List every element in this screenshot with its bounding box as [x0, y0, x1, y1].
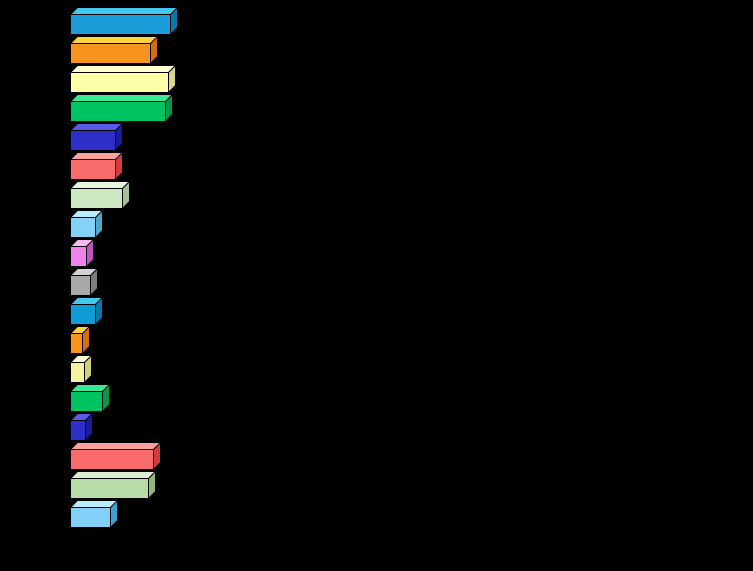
bar-side-face [168, 65, 177, 94]
bar-front-face [70, 217, 96, 238]
bar-side-face [115, 152, 124, 181]
bar-front-face [70, 130, 116, 151]
bar-side-face [165, 94, 174, 123]
bar-front-face [70, 333, 83, 354]
bar-side-face [82, 326, 91, 355]
bar-front-face [70, 420, 86, 441]
bar-side-face [110, 500, 119, 529]
bar-side-face [150, 36, 159, 65]
bar-front-face [70, 72, 169, 93]
bar-front-face [70, 101, 166, 122]
bar-side-face [90, 268, 99, 297]
bar-front-face [70, 304, 96, 325]
bar-front-face [70, 478, 149, 499]
bar-side-face [170, 7, 179, 36]
bar-side-face [148, 471, 157, 500]
bar-front-face [70, 275, 91, 296]
bar-side-face [84, 355, 93, 384]
bar-front-face [70, 159, 116, 180]
bar-front-face [70, 246, 87, 267]
bar-side-face [95, 297, 104, 326]
bar-side-face [115, 123, 124, 152]
bar-front-face [70, 43, 151, 64]
bar-side-face [153, 442, 162, 471]
bar-front-face [70, 362, 85, 383]
bar-side-face [102, 384, 111, 413]
bar-side-face [86, 239, 95, 268]
bar-front-face [70, 188, 123, 209]
bar-side-face [122, 181, 131, 210]
bar-side-face [95, 210, 104, 239]
bar-front-face [70, 391, 103, 412]
bar-front-face [70, 449, 154, 470]
bar-front-face [70, 14, 171, 35]
bar-front-face [70, 507, 111, 528]
bar-side-face [85, 413, 94, 442]
